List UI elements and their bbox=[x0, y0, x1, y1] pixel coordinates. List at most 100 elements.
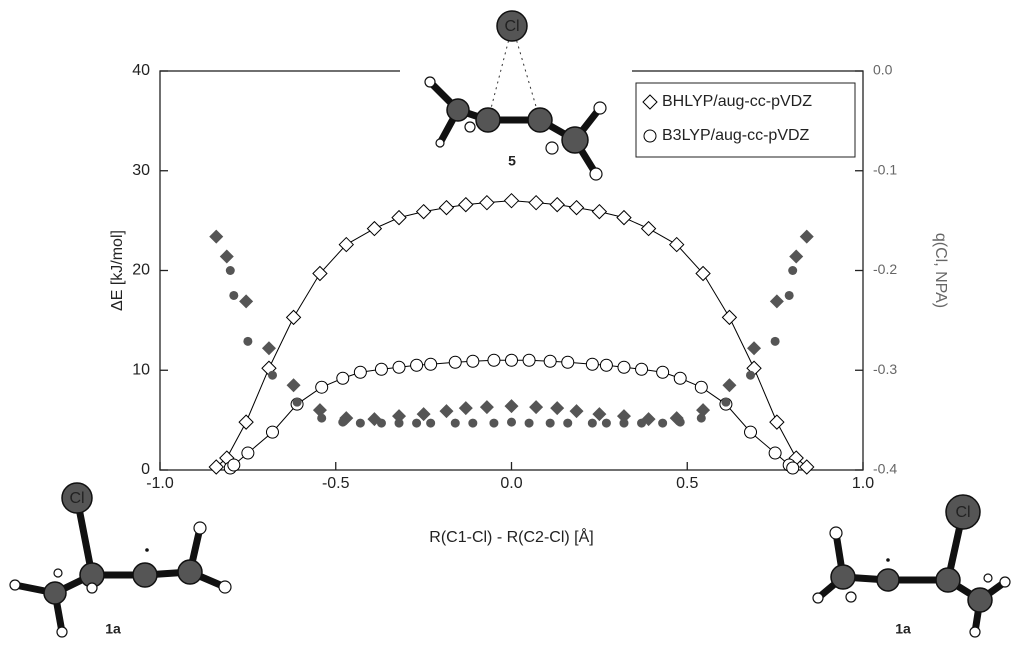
marker-circle bbox=[695, 381, 707, 393]
marker-diamond bbox=[459, 401, 473, 415]
marker-circle bbox=[636, 363, 648, 375]
y2-tick-label: 0.0 bbox=[873, 62, 893, 78]
marker-diamond bbox=[570, 201, 584, 215]
marker-circle bbox=[228, 459, 240, 471]
marker-circle bbox=[525, 419, 534, 428]
marker-diamond bbox=[529, 196, 543, 210]
marker-circle bbox=[788, 266, 797, 275]
marker-circle bbox=[467, 355, 479, 367]
marker-circle bbox=[338, 418, 347, 427]
molecule-1a-left: Cl 1a bbox=[10, 483, 231, 637]
legend-label: B3LYP/aug-cc-pVDZ bbox=[662, 127, 810, 144]
legend-marker bbox=[644, 130, 656, 142]
marker-diamond bbox=[287, 310, 301, 324]
marker-circle bbox=[412, 419, 421, 428]
marker-diamond bbox=[570, 404, 584, 418]
marker-circle bbox=[674, 372, 686, 384]
marker-circle bbox=[293, 398, 302, 407]
marker-circle bbox=[602, 419, 611, 428]
marker-circle bbox=[657, 366, 669, 378]
x-tick-label: -0.5 bbox=[322, 475, 350, 492]
marker-circle bbox=[242, 447, 254, 459]
x-tick-label: 1.0 bbox=[852, 475, 874, 492]
marker-diamond bbox=[392, 211, 406, 225]
marker-circle bbox=[226, 266, 235, 275]
marker-circle bbox=[488, 354, 500, 366]
marker-diamond bbox=[459, 198, 473, 212]
marker-circle bbox=[468, 419, 477, 428]
marker-circle bbox=[449, 356, 461, 368]
marker-circle bbox=[600, 359, 612, 371]
marker-circle bbox=[229, 291, 238, 300]
marker-diamond bbox=[209, 460, 223, 474]
marker-circle bbox=[769, 447, 781, 459]
y-tick-label: 20 bbox=[132, 262, 150, 279]
y2-tick-label: -0.2 bbox=[873, 261, 897, 277]
marker-diamond bbox=[505, 399, 519, 413]
marker-diamond bbox=[417, 407, 431, 421]
marker-circle bbox=[395, 419, 404, 428]
marker-diamond bbox=[592, 407, 606, 421]
marker-circle bbox=[771, 337, 780, 346]
chart: -1.0-0.50.00.51.0010203040-0.4-0.3-0.2-0… bbox=[0, 0, 1013, 643]
marker-circle bbox=[316, 381, 328, 393]
marker-circle bbox=[266, 426, 278, 438]
marker-diamond bbox=[480, 196, 494, 210]
marker-diamond bbox=[239, 415, 253, 429]
marker-circle bbox=[563, 419, 572, 428]
y2-tick-label: -0.4 bbox=[873, 461, 897, 477]
marker-diamond bbox=[747, 341, 761, 355]
marker-diamond bbox=[722, 310, 736, 324]
marker-circle bbox=[356, 419, 365, 428]
molecule-1a-right: Cl 1a bbox=[813, 495, 1010, 637]
annotation: 5 bbox=[508, 153, 516, 169]
marker-diamond bbox=[789, 250, 803, 264]
annotation: 1a bbox=[105, 621, 121, 637]
marker-circle bbox=[354, 366, 366, 378]
marker-circle bbox=[676, 418, 685, 427]
marker-diamond bbox=[617, 211, 631, 225]
marker-circle bbox=[746, 371, 755, 380]
marker-diamond bbox=[239, 294, 253, 308]
marker-diamond bbox=[550, 401, 564, 415]
marker-circle bbox=[523, 354, 535, 366]
marker-diamond bbox=[367, 222, 381, 236]
marker-diamond bbox=[550, 198, 564, 212]
marker-diamond bbox=[529, 400, 543, 414]
molecule-5: Cl 5 bbox=[400, 11, 632, 180]
marker-circle bbox=[393, 361, 405, 373]
marker-circle bbox=[562, 356, 574, 368]
x-axis-label: R(C1-Cl) - R(C2-Cl) [Å] bbox=[429, 527, 593, 546]
marker-diamond bbox=[262, 341, 276, 355]
marker-circle bbox=[411, 359, 423, 371]
marker-diamond bbox=[770, 415, 784, 429]
marker-circle bbox=[546, 419, 555, 428]
x-tick-label: 0.0 bbox=[500, 475, 522, 492]
marker-diamond bbox=[770, 294, 784, 308]
y2-tick-label: -0.1 bbox=[873, 161, 897, 177]
marker-diamond bbox=[800, 230, 814, 244]
marker-circle bbox=[425, 358, 437, 370]
series-line bbox=[216, 201, 807, 467]
marker-circle bbox=[426, 419, 435, 428]
marker-diamond bbox=[722, 378, 736, 392]
marker-diamond bbox=[417, 205, 431, 219]
marker-circle bbox=[451, 419, 460, 428]
y-axis-label: ΔE [kJ/mol] bbox=[109, 230, 126, 311]
marker-circle bbox=[745, 426, 757, 438]
marker-diamond bbox=[592, 205, 606, 219]
marker-circle bbox=[489, 419, 498, 428]
atom-label: Cl bbox=[955, 504, 970, 521]
marker-circle bbox=[243, 337, 252, 346]
y-tick-label: 40 bbox=[132, 62, 150, 79]
marker-diamond bbox=[209, 230, 223, 244]
marker-circle bbox=[697, 414, 706, 423]
y2-axis-label: q(Cl, NPA) bbox=[932, 233, 949, 308]
marker-circle bbox=[375, 363, 387, 375]
x-tick-label: 0.5 bbox=[676, 475, 698, 492]
marker-circle bbox=[785, 291, 794, 300]
marker-diamond bbox=[220, 250, 234, 264]
marker-diamond bbox=[439, 404, 453, 418]
marker-circle bbox=[721, 398, 730, 407]
